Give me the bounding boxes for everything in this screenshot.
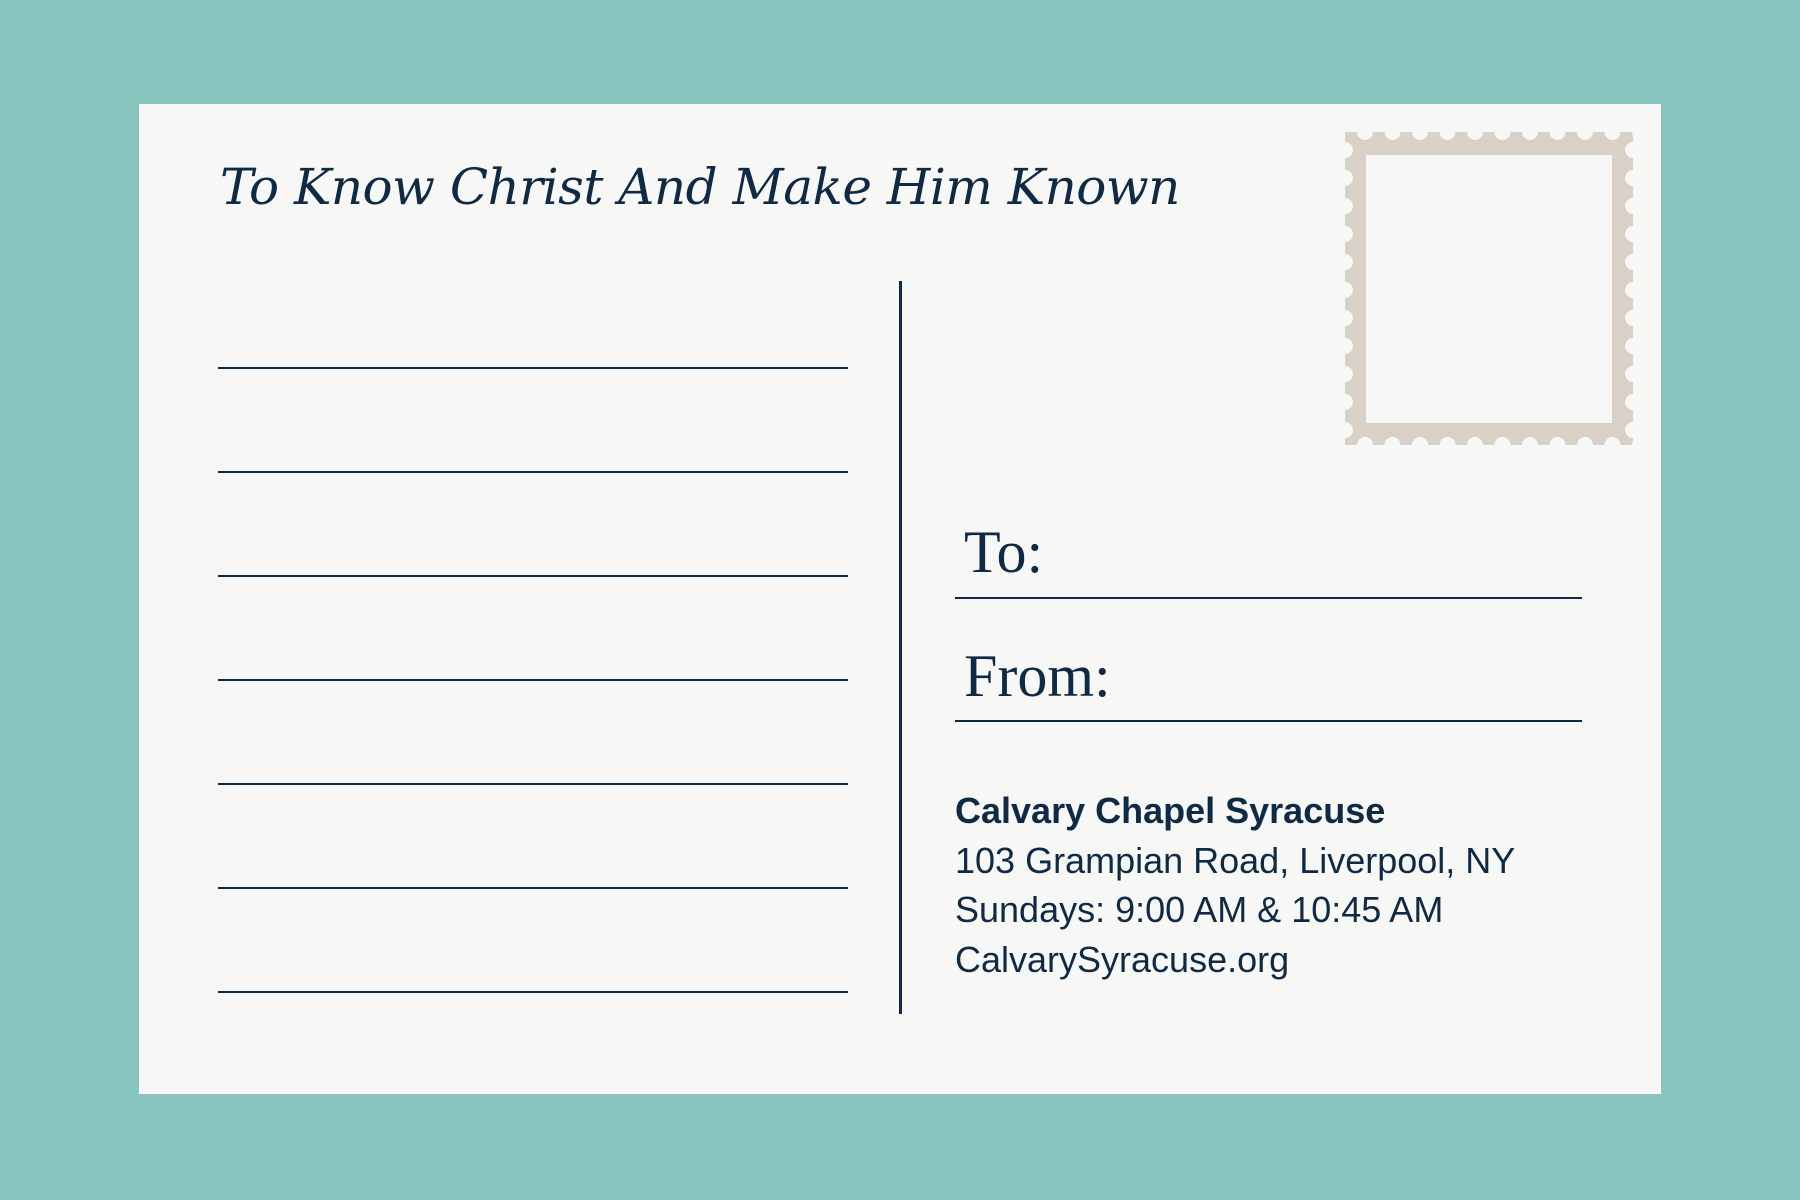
stamp-perforation <box>1522 437 1538 445</box>
message-line[interactable] <box>218 575 848 577</box>
church-name: Calvary Chapel Syracuse <box>955 790 1386 831</box>
postcard-title: To Know Christ And Make Him Known <box>220 158 1180 216</box>
stamp-perforation <box>1577 132 1593 140</box>
street-address: 103 Grampian Road, Liverpool, NY <box>955 839 1516 881</box>
stamp-perforation <box>1345 282 1353 298</box>
stamp-perforation <box>1357 437 1373 445</box>
stamp-perforation <box>1345 310 1353 326</box>
from-label: From: <box>964 643 1111 709</box>
stamp-perforation <box>1522 132 1538 140</box>
divider <box>899 281 902 1014</box>
to-label: To: <box>964 519 1044 585</box>
stamp-perforation <box>1439 437 1456 445</box>
service-times: Sundays: 9:00 AM & 10:45 AM <box>955 889 1444 930</box>
stamp-perforation <box>1345 422 1353 438</box>
stamp-perforation <box>1357 132 1373 140</box>
stamp-perforation <box>1625 226 1633 242</box>
message-line[interactable] <box>218 783 848 785</box>
stamp-perforation <box>1625 142 1633 158</box>
stamp-perforation <box>1345 254 1353 270</box>
stamp-perforation <box>1625 394 1633 410</box>
stamp-perforation <box>1345 170 1353 186</box>
stamp-perforation <box>1384 132 1401 140</box>
stamp-perforation <box>1345 226 1353 242</box>
stamp-perforation <box>1345 198 1353 214</box>
stamp-perforation <box>1625 422 1633 438</box>
stamp-perforation <box>1632 441 1633 445</box>
stamp-perforation <box>1345 338 1353 354</box>
website: CalvarySyracuse.org <box>955 938 1290 980</box>
sender-info: Calvary Chapel Syracuse 103 Grampian Roa… <box>955 786 1515 984</box>
stamp-perforation <box>1625 198 1633 214</box>
stamp-perforation <box>1439 132 1456 140</box>
stamp-perforation <box>1549 437 1566 445</box>
stamp-perforation <box>1467 437 1483 445</box>
stamp-perforation <box>1494 132 1511 140</box>
stamp-perforation <box>1494 437 1511 445</box>
stamp-perforation <box>1412 132 1428 140</box>
stamp-perforation <box>1345 366 1353 382</box>
stamp-perforation <box>1625 366 1633 382</box>
message-line[interactable] <box>218 471 848 473</box>
stamp-perforation <box>1549 132 1566 140</box>
stamp-perforation <box>1625 282 1633 298</box>
stamp-perforation <box>1604 437 1621 445</box>
stamp-perforation <box>1384 437 1401 445</box>
stamp-perforation <box>1577 437 1593 445</box>
message-line[interactable] <box>218 679 848 681</box>
message-line[interactable] <box>218 367 848 369</box>
stamp-perforation <box>1345 142 1353 158</box>
stamp-perforation <box>1625 254 1633 270</box>
stamp-perforation <box>1604 132 1621 140</box>
stamp-perforation <box>1632 132 1633 136</box>
to-line[interactable] <box>955 597 1582 599</box>
message-line[interactable] <box>218 887 848 889</box>
stamp-perforation <box>1412 437 1428 445</box>
stamp-perforation <box>1625 338 1633 354</box>
stamp-perforation <box>1345 394 1353 410</box>
stamp-perforation <box>1625 170 1633 186</box>
stamp-perforation <box>1467 132 1483 140</box>
postage-stamp-icon <box>1345 132 1633 445</box>
stamp-perforation <box>1625 310 1633 326</box>
message-line[interactable] <box>218 991 848 993</box>
from-line[interactable] <box>955 720 1582 722</box>
